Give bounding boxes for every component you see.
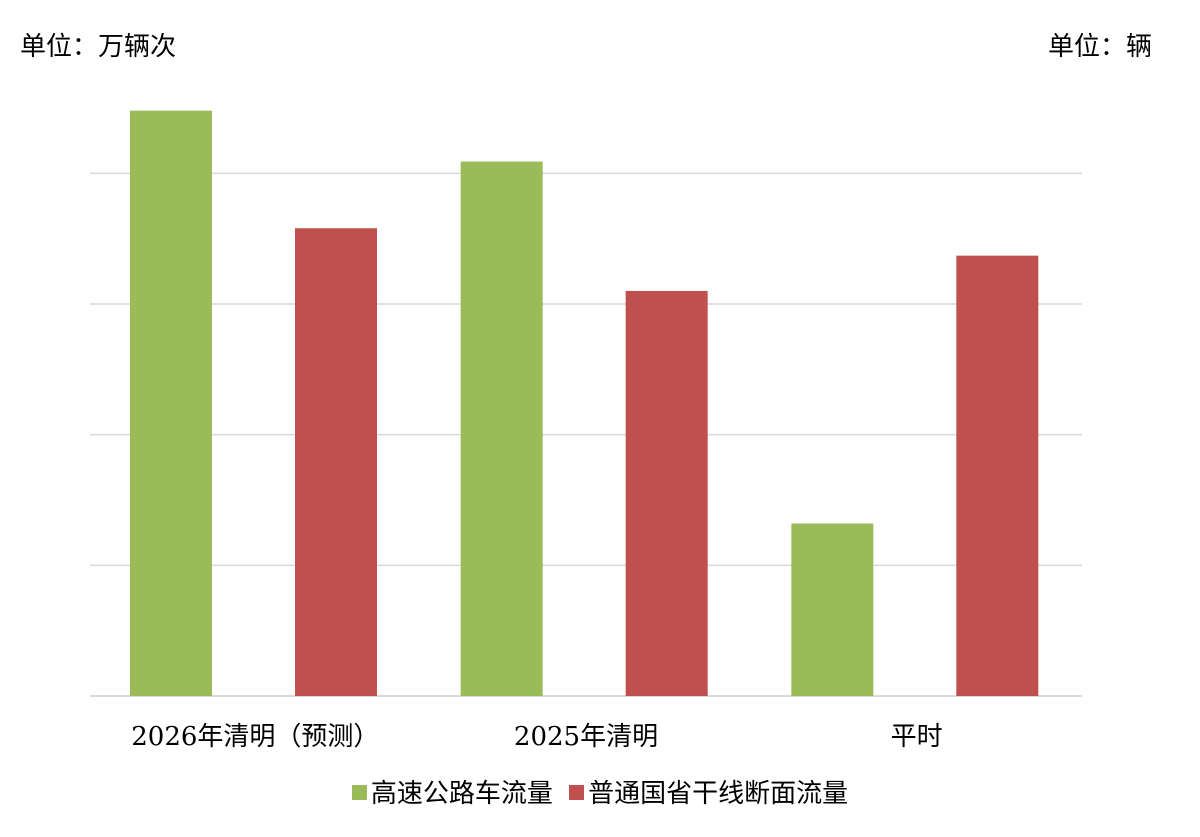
- legend: 高速公路车流量 普通国省干线断面流量: [0, 773, 1200, 810]
- legend-swatch-red: [569, 785, 585, 800]
- legend-swatch-green: [351, 785, 367, 800]
- bar-highway-1: [460, 161, 543, 696]
- legend-label-highway: 高速公路车流量: [370, 779, 553, 809]
- gridlines: [90, 172, 1082, 697]
- category-label-0: 2026年清明（预测）: [131, 722, 379, 752]
- legend-item-national-road: 普通国省干线断面流量: [569, 773, 848, 810]
- bar-national-road-2: [956, 255, 1039, 697]
- category-label-1: 2025年清明: [514, 722, 658, 752]
- legend-item-highway: 高速公路车流量: [351, 773, 553, 810]
- category-label-2: 平时: [891, 722, 943, 752]
- right-axis-unit: 单位：辆: [1047, 32, 1152, 62]
- category-labels: 2026年清明（预测） 2025年清明 平时: [131, 722, 942, 752]
- bar-national-road-1: [625, 290, 708, 696]
- legend-label-national-road: 普通国省干线断面流量: [588, 779, 849, 809]
- bars: [130, 110, 1039, 697]
- bar-highway-0: [130, 110, 212, 696]
- bar-national-road-0: [295, 228, 377, 697]
- left-axis-unit: 单位：万辆次: [20, 32, 177, 62]
- bar-highway-2: [791, 523, 874, 696]
